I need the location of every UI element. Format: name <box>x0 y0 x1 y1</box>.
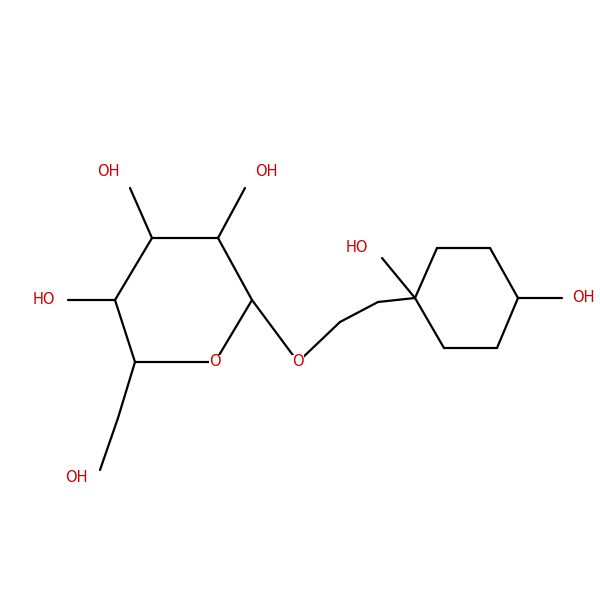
Text: HO: HO <box>346 241 368 256</box>
Text: O: O <box>209 355 221 370</box>
Text: OH: OH <box>572 290 595 305</box>
Text: O: O <box>292 355 304 370</box>
Text: OH: OH <box>65 470 88 485</box>
Text: OH: OH <box>97 164 120 179</box>
Text: OH: OH <box>255 164 277 179</box>
Text: HO: HO <box>32 292 55 307</box>
